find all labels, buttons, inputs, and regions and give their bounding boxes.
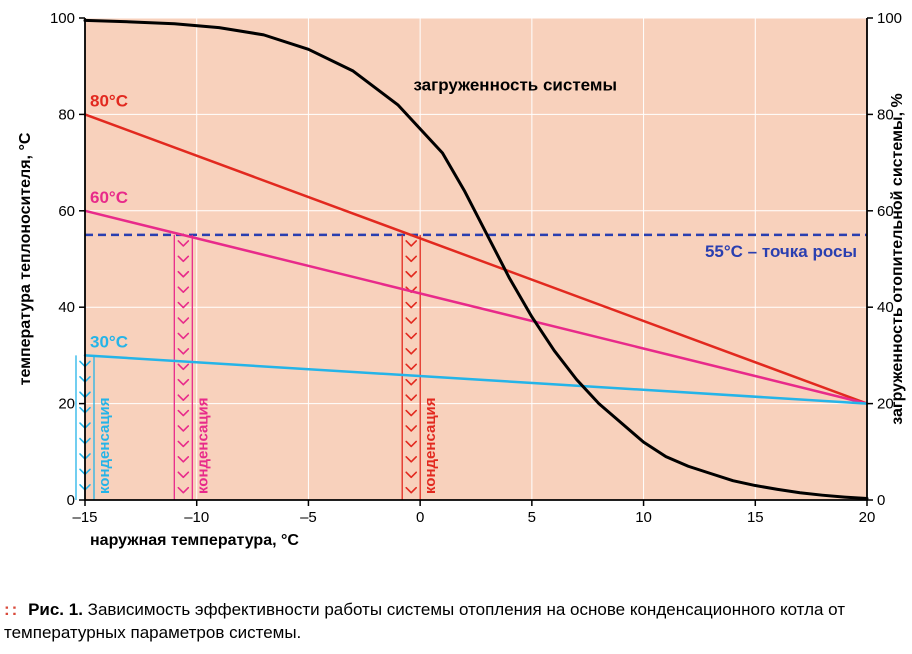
temp-line-label: 30°C: [90, 332, 128, 351]
x-tick-label: 5: [528, 509, 536, 526]
condensation-label: конденсация: [96, 397, 113, 494]
temp-line-label: 80°C: [90, 91, 128, 110]
figure: конденсация конденсация конденсация 80°C 60°…: [0, 0, 912, 654]
y-left-tick-label: 60: [58, 203, 75, 220]
y-left-tick-label: 100: [50, 10, 75, 27]
condensation-label: конденсация: [422, 397, 439, 494]
caption-lead: Рис. 1.: [28, 600, 83, 619]
figure-caption: :: Рис. 1. Зависимость эффективности раб…: [4, 598, 902, 644]
y-left-axis-label: температура теплоносителя, °C: [17, 132, 34, 385]
x-tick-label: 15: [747, 509, 764, 526]
y-left-tick-label: 80: [58, 106, 75, 123]
x-tick-label: –15: [72, 509, 97, 526]
x-axis-label: наружная температура, °C: [90, 532, 299, 549]
y-left-tick-label: 0: [67, 492, 75, 509]
temp-line-label: 60°C: [90, 188, 128, 207]
x-tick-label: –5: [300, 509, 317, 526]
caption-text: Зависимость эффективности работы системы…: [4, 600, 845, 642]
y-right-tick-label: 100: [877, 10, 902, 27]
load-curve-label: загруженность системы: [413, 75, 617, 94]
y-left-tick-label: 20: [58, 396, 75, 413]
y-right-axis-label: загруженность отопительной системы, %: [889, 93, 906, 424]
x-tick-label: –10: [184, 509, 209, 526]
y-right-tick-label: 0: [877, 492, 885, 509]
dew-point-label: 55°C – точка росы: [705, 242, 857, 261]
chart-svg: конденсация конденсация конденсация 80°C 60°…: [0, 0, 912, 560]
x-tick-label: 10: [635, 509, 652, 526]
x-tick-label: 20: [859, 509, 876, 526]
condensation-label: конденсация: [194, 397, 211, 494]
y-left-tick-label: 40: [58, 299, 75, 316]
caption-bullets: ::: [4, 600, 19, 619]
x-tick-label: 0: [416, 509, 424, 526]
